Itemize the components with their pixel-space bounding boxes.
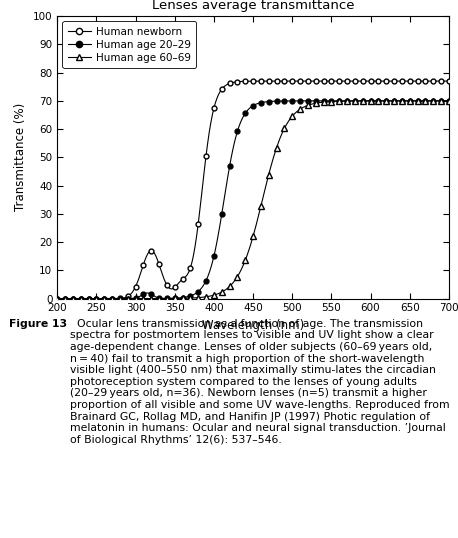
- Legend: Human newborn, Human age 20–29, Human age 60–69: Human newborn, Human age 20–29, Human ag…: [62, 22, 196, 68]
- Y-axis label: Transmittance (%): Transmittance (%): [14, 103, 27, 211]
- Text: Figure 13: Figure 13: [9, 319, 67, 329]
- Title: Lenses average transmittance: Lenses average transmittance: [152, 0, 354, 12]
- X-axis label: Wavelength (nm): Wavelength (nm): [202, 319, 304, 332]
- Text: Ocular lens transmission as a function of age. The transmission spectra for post: Ocular lens transmission as a function o…: [70, 319, 449, 445]
